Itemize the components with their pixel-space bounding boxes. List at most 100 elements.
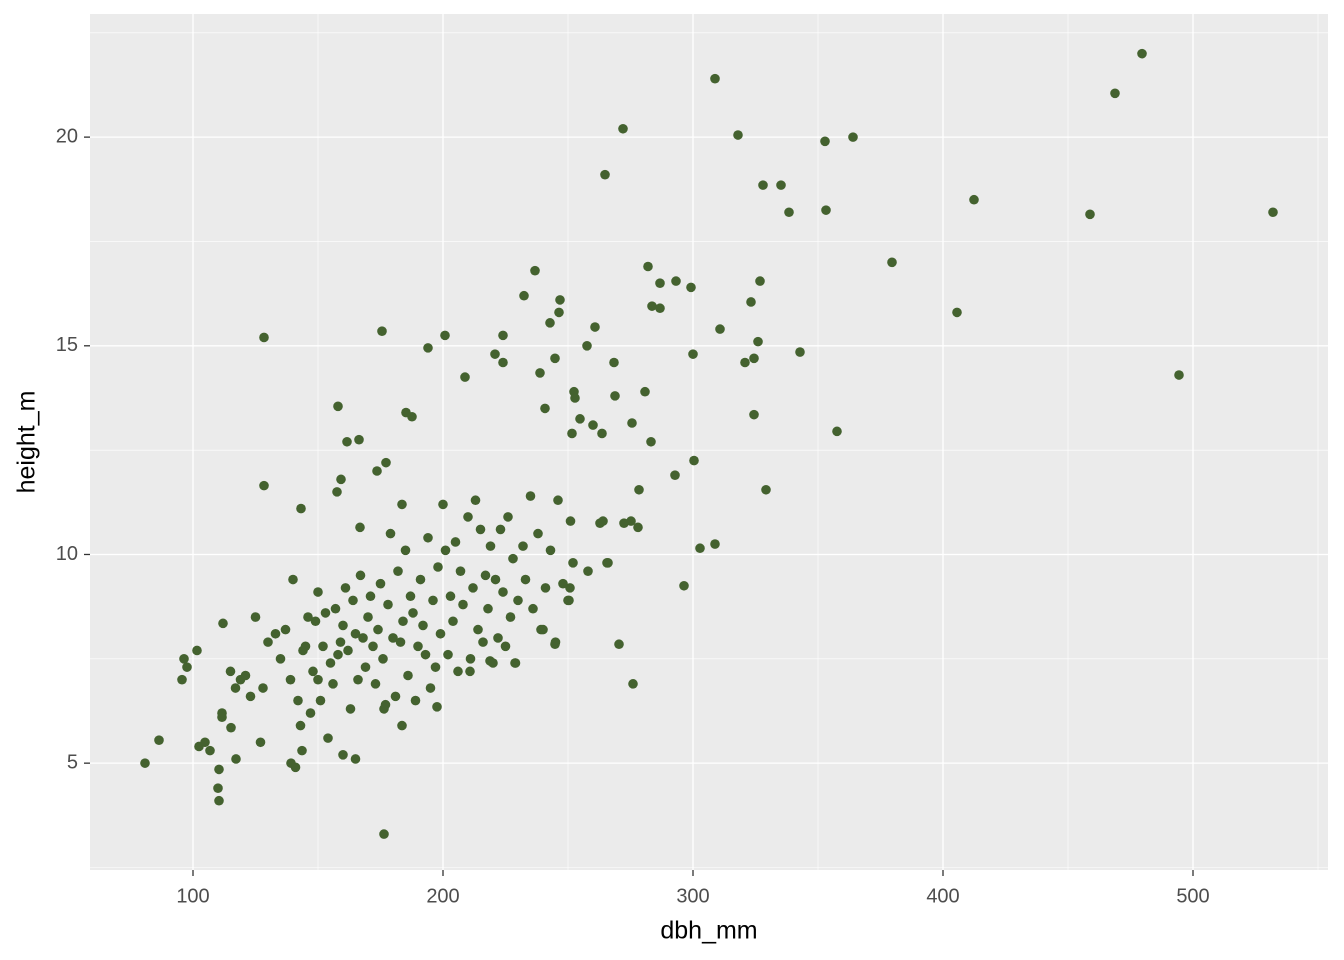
point xyxy=(478,637,488,647)
point xyxy=(245,691,256,702)
point xyxy=(528,603,538,614)
point xyxy=(231,754,241,764)
point xyxy=(510,658,521,668)
point xyxy=(259,332,269,343)
point xyxy=(550,353,560,364)
point xyxy=(342,436,352,447)
point xyxy=(530,265,540,276)
point xyxy=(500,641,511,652)
point xyxy=(325,658,336,668)
point xyxy=(627,418,637,428)
point xyxy=(832,426,842,437)
point xyxy=(540,403,550,414)
y-axis-title: height_m xyxy=(13,391,41,494)
point xyxy=(969,194,979,205)
point xyxy=(490,574,501,585)
point xyxy=(655,278,665,288)
point xyxy=(755,276,765,286)
point xyxy=(320,608,331,618)
point xyxy=(388,633,398,643)
y-tick-label: 15 xyxy=(56,334,78,356)
point xyxy=(395,637,406,647)
point xyxy=(628,679,638,689)
point xyxy=(618,123,628,134)
point xyxy=(323,733,333,743)
point xyxy=(603,558,613,568)
y-tick-label: 5 xyxy=(67,751,78,773)
point xyxy=(154,735,164,746)
y-tick-label: 20 xyxy=(56,125,78,147)
point xyxy=(498,330,508,341)
point xyxy=(554,307,564,318)
point xyxy=(308,666,318,677)
point xyxy=(328,679,338,689)
point xyxy=(490,349,500,359)
point xyxy=(671,276,681,286)
point xyxy=(583,566,593,576)
point xyxy=(397,499,407,510)
point xyxy=(597,428,607,439)
point xyxy=(214,795,224,806)
point xyxy=(453,666,463,677)
point xyxy=(553,495,563,506)
point xyxy=(460,372,470,382)
point xyxy=(1137,48,1147,59)
point xyxy=(230,683,241,693)
point xyxy=(458,599,468,610)
point xyxy=(1085,209,1095,220)
point xyxy=(525,491,536,501)
point xyxy=(753,336,763,347)
point xyxy=(440,330,450,341)
point xyxy=(443,649,453,660)
point xyxy=(749,353,759,364)
point xyxy=(582,340,592,351)
point xyxy=(498,587,508,597)
point xyxy=(570,393,580,403)
point xyxy=(370,679,381,689)
point xyxy=(290,762,301,773)
point xyxy=(432,702,442,712)
point xyxy=(821,205,831,215)
point xyxy=(179,654,189,664)
point xyxy=(330,603,341,614)
point xyxy=(263,637,273,647)
point xyxy=(848,132,858,142)
point xyxy=(200,737,210,748)
point xyxy=(670,470,680,480)
point xyxy=(345,704,356,714)
point xyxy=(440,545,451,556)
point xyxy=(455,566,466,576)
point xyxy=(646,436,656,447)
point xyxy=(519,290,529,301)
point xyxy=(710,73,720,84)
point xyxy=(485,541,496,551)
point xyxy=(626,516,636,526)
point xyxy=(535,368,545,378)
point xyxy=(588,420,598,430)
point xyxy=(520,574,531,585)
point xyxy=(425,683,436,693)
point xyxy=(285,674,296,685)
point xyxy=(300,641,311,652)
point xyxy=(463,512,473,522)
point xyxy=(695,543,705,554)
point xyxy=(430,662,441,672)
point xyxy=(360,662,371,672)
point xyxy=(575,414,585,424)
point xyxy=(1174,370,1184,380)
point xyxy=(363,612,373,622)
point xyxy=(609,357,619,368)
point xyxy=(377,326,387,336)
point xyxy=(488,658,498,668)
point xyxy=(410,695,421,706)
point xyxy=(385,528,396,539)
point xyxy=(393,566,403,576)
points xyxy=(140,48,1278,839)
point xyxy=(475,524,486,535)
point xyxy=(313,674,323,685)
point xyxy=(348,595,358,606)
point xyxy=(280,624,291,635)
point xyxy=(372,466,382,476)
point xyxy=(493,633,503,643)
